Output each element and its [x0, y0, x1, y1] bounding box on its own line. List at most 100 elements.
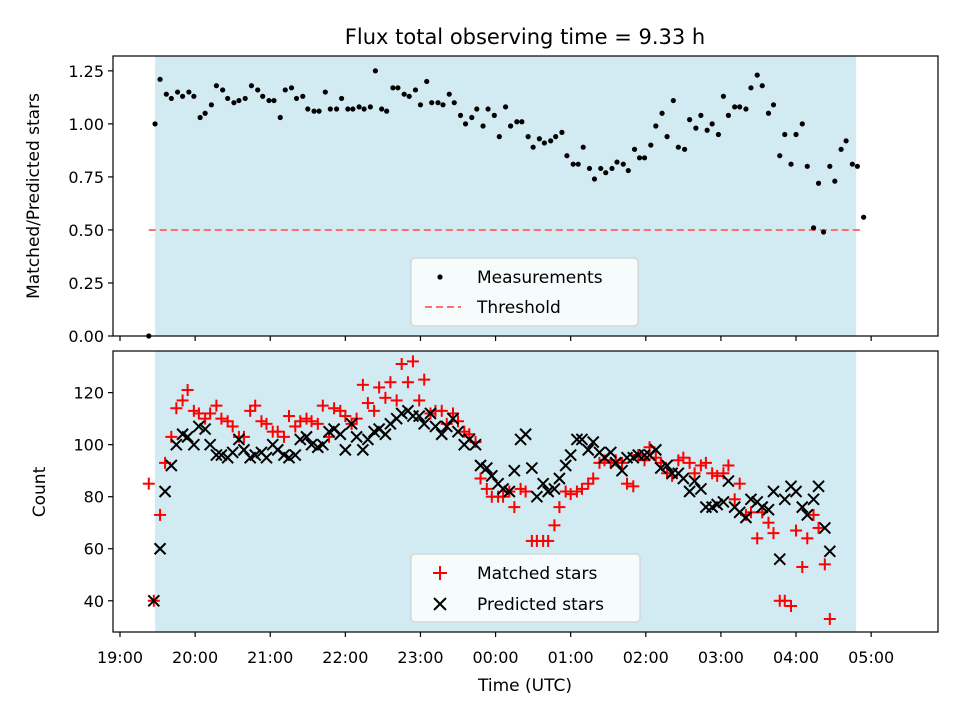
- predicted-star-point: [604, 446, 617, 459]
- matched-star-point: [790, 524, 803, 537]
- bottom-legend-label-matched: Matched stars: [477, 564, 597, 584]
- x-tick-label: 04:00: [773, 648, 819, 667]
- matched-star-point: [277, 430, 290, 443]
- top-legend-label-measurements: Measurements: [477, 268, 603, 288]
- matched-star-point: [390, 394, 403, 407]
- predicted-star-point: [282, 451, 296, 464]
- predicted-star-point: [480, 461, 494, 475]
- measurement-point: [614, 159, 620, 165]
- matched-star-point: [176, 394, 189, 407]
- matched-star-point: [379, 391, 392, 404]
- matched-star-point: [249, 399, 262, 412]
- predicted-star-point: [418, 417, 431, 431]
- measurement-point: [598, 165, 604, 172]
- measurement-point: [541, 140, 547, 146]
- matched-star-point: [587, 472, 600, 485]
- measurement-point: [709, 121, 715, 127]
- x-axis-label: Time (UTC): [477, 676, 572, 696]
- measurement-point: [693, 125, 699, 131]
- measurement-point: [248, 83, 255, 89]
- measurement-point: [720, 93, 727, 99]
- measurement-point: [282, 87, 288, 93]
- measurement-point: [179, 93, 186, 99]
- measurement-point: [186, 89, 192, 95]
- matched-star-point: [627, 480, 640, 493]
- predicted-star-point: [530, 490, 544, 503]
- predicted-legend-marker: [433, 597, 447, 611]
- measurement-point: [485, 106, 491, 112]
- measurement-point: [609, 165, 615, 172]
- matched-star-point: [559, 485, 572, 498]
- predicted-star-point: [812, 480, 825, 493]
- measurement-point: [553, 134, 559, 140]
- measurement-point: [429, 100, 435, 106]
- matched-star-point: [384, 376, 397, 389]
- measurement-point: [580, 144, 586, 150]
- matched-star-point: [294, 415, 307, 428]
- top-y-tick-label: 1.00: [68, 115, 104, 134]
- measurement-point: [759, 83, 765, 89]
- measurement-point: [202, 110, 208, 116]
- measurement-point: [288, 85, 295, 91]
- matched-star-point: [706, 467, 719, 480]
- measurement-point: [575, 161, 581, 167]
- measurement-point: [625, 167, 631, 174]
- top-legend-label-threshold: Threshold: [476, 298, 561, 318]
- matched-star-point: [778, 594, 791, 607]
- matched-star-point: [226, 420, 239, 433]
- measurement-point: [559, 129, 565, 135]
- matched-star-point: [339, 410, 352, 423]
- measurement-point: [236, 97, 242, 104]
- measurement-point: [682, 146, 688, 152]
- matched-star-point: [401, 376, 414, 389]
- predicted-star-point: [300, 430, 313, 444]
- measurement-point: [631, 146, 638, 152]
- matched-star-point: [575, 482, 588, 495]
- predicted-star-point: [165, 459, 178, 472]
- measurement-point: [208, 102, 214, 108]
- predicted-star-point: [582, 443, 595, 457]
- measurement-point: [653, 123, 659, 129]
- measurement-point: [260, 93, 266, 99]
- measurement-point: [687, 117, 693, 123]
- predicted-star-point: [564, 448, 577, 462]
- bottom-y-axis-label: Count: [30, 466, 50, 517]
- matched-star-point: [711, 469, 724, 482]
- predicted-star-point: [508, 464, 521, 477]
- measurement-point: [530, 144, 536, 150]
- measurement-point: [395, 85, 401, 91]
- measurement-point: [361, 106, 367, 112]
- measurement-point: [737, 104, 743, 110]
- measurement-point: [424, 78, 430, 85]
- matched-star-point: [406, 355, 419, 368]
- predicted-star-point: [305, 438, 318, 451]
- predicted-star-point: [379, 428, 392, 441]
- measurement-point: [350, 106, 356, 112]
- measurement-point: [220, 87, 226, 93]
- matched-star-point: [519, 485, 532, 498]
- measurement-point: [390, 85, 396, 91]
- measurement-point: [704, 127, 710, 133]
- predicted-star-point: [660, 459, 674, 472]
- predicted-star-point: [187, 438, 201, 451]
- predicted-star-point: [722, 474, 735, 488]
- figure-title: Flux total observing time = 9.33 h: [345, 25, 705, 49]
- measurement-point: [648, 142, 654, 148]
- predicted-star-point: [181, 430, 194, 444]
- measurement-point: [225, 95, 231, 102]
- measurement-point: [765, 110, 772, 116]
- x-tick-label: 01:00: [548, 648, 594, 667]
- predicted-star-point: [237, 443, 251, 457]
- measurement-point: [412, 87, 419, 93]
- matched-star-point: [142, 477, 155, 490]
- predicted-star-point: [198, 422, 212, 436]
- x-tick-label: 02:00: [623, 648, 669, 667]
- measurement-point: [698, 112, 704, 118]
- bottom-y-tick-label: 80: [84, 488, 104, 507]
- measurement-point: [591, 176, 598, 182]
- measurement-point: [732, 104, 738, 110]
- bottom-y-tick-label: 120: [73, 384, 104, 403]
- top-x-ticks: [119, 336, 872, 341]
- measurement-point: [675, 144, 681, 150]
- matched-star-point: [785, 599, 798, 612]
